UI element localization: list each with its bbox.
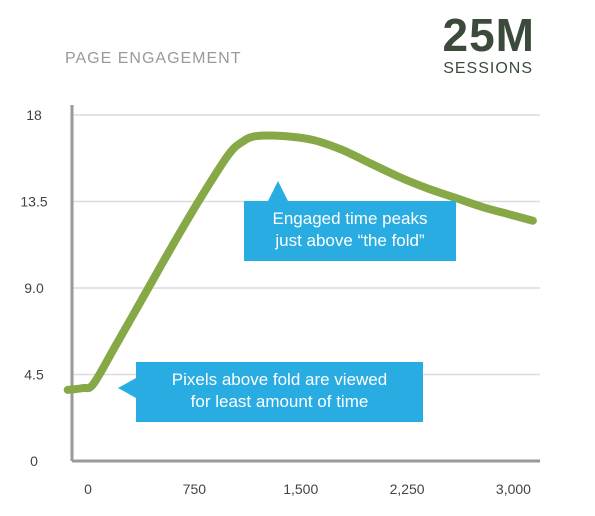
chart-title: PAGE ENGAGEMENT [65, 50, 242, 67]
x-tick-label: 3,000 [496, 481, 531, 497]
x-tick-label: 0 [84, 481, 92, 497]
fold-callout-line-1: Pixels above fold are viewed [171, 370, 388, 389]
x-tick-label: 2,250 [390, 481, 425, 497]
fold-callout: Pixels above fold are viewed for least a… [118, 362, 423, 422]
y-tick-label: 18 [26, 107, 42, 123]
fold-callout-line-2: for least amount of time [190, 392, 369, 411]
x-tick-label: 1,500 [283, 481, 318, 497]
sessions-count: 25M [442, 9, 535, 61]
engagement-line-0 [63, 131, 537, 394]
peak-callout-line-1: Engaged time peaks [272, 209, 428, 228]
y-tick-label: 4.5 [24, 367, 44, 383]
x-tick-label: 750 [183, 481, 207, 497]
peak-callout-line-2: just above “the fold” [275, 231, 425, 250]
peak-callout: Engaged time peaks just above “the fold” [244, 181, 456, 261]
y-tick-label: 13.5 [20, 194, 47, 210]
sessions-label: SESSIONS [443, 60, 533, 77]
y-tick-label: 9.0 [24, 280, 44, 296]
y-tick-label: 0 [30, 453, 38, 469]
